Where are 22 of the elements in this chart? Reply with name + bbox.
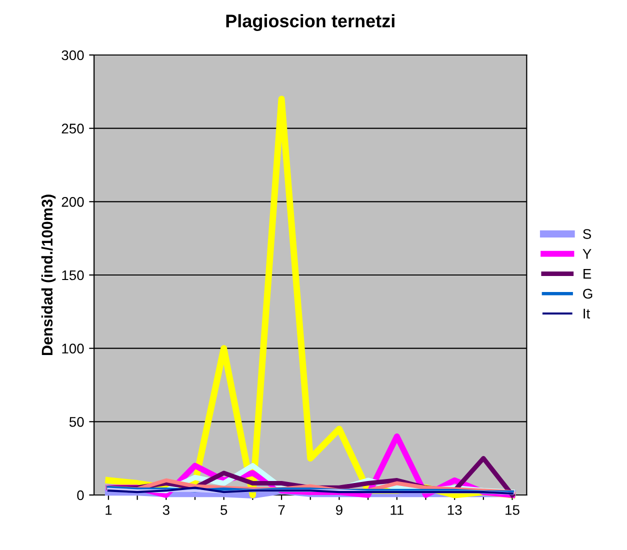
legend-label: Y: [582, 249, 592, 259]
x-tick-label: 7: [278, 505, 285, 515]
legend-label: It: [584, 308, 590, 318]
y-tick-label: 250: [62, 124, 84, 134]
legend-label: S: [583, 229, 592, 239]
x-tick-label: 11: [390, 505, 404, 515]
x-tick-label: 3: [162, 505, 170, 515]
y-tick-label: 100: [62, 344, 84, 354]
y-tick-label: 150: [62, 270, 84, 280]
x-tick-label: 5: [220, 505, 228, 515]
x-tick-label: 13: [448, 505, 462, 515]
y-tick-label: 0: [77, 490, 84, 500]
x-tick-label: 15: [506, 505, 520, 515]
x-tick-label: 9: [336, 505, 342, 515]
x-tick-label: 1: [106, 505, 112, 515]
y-axis-title: Densidad (ind./100m3): [41, 194, 56, 356]
y-tick-label: 200: [62, 197, 84, 207]
y-tick-label: 50: [69, 417, 84, 427]
y-tick-label: 300: [62, 50, 84, 60]
chart-title: Plagioscion ternetzi: [226, 14, 394, 32]
legend-label: E: [584, 269, 592, 279]
legend-label: G: [583, 288, 592, 299]
